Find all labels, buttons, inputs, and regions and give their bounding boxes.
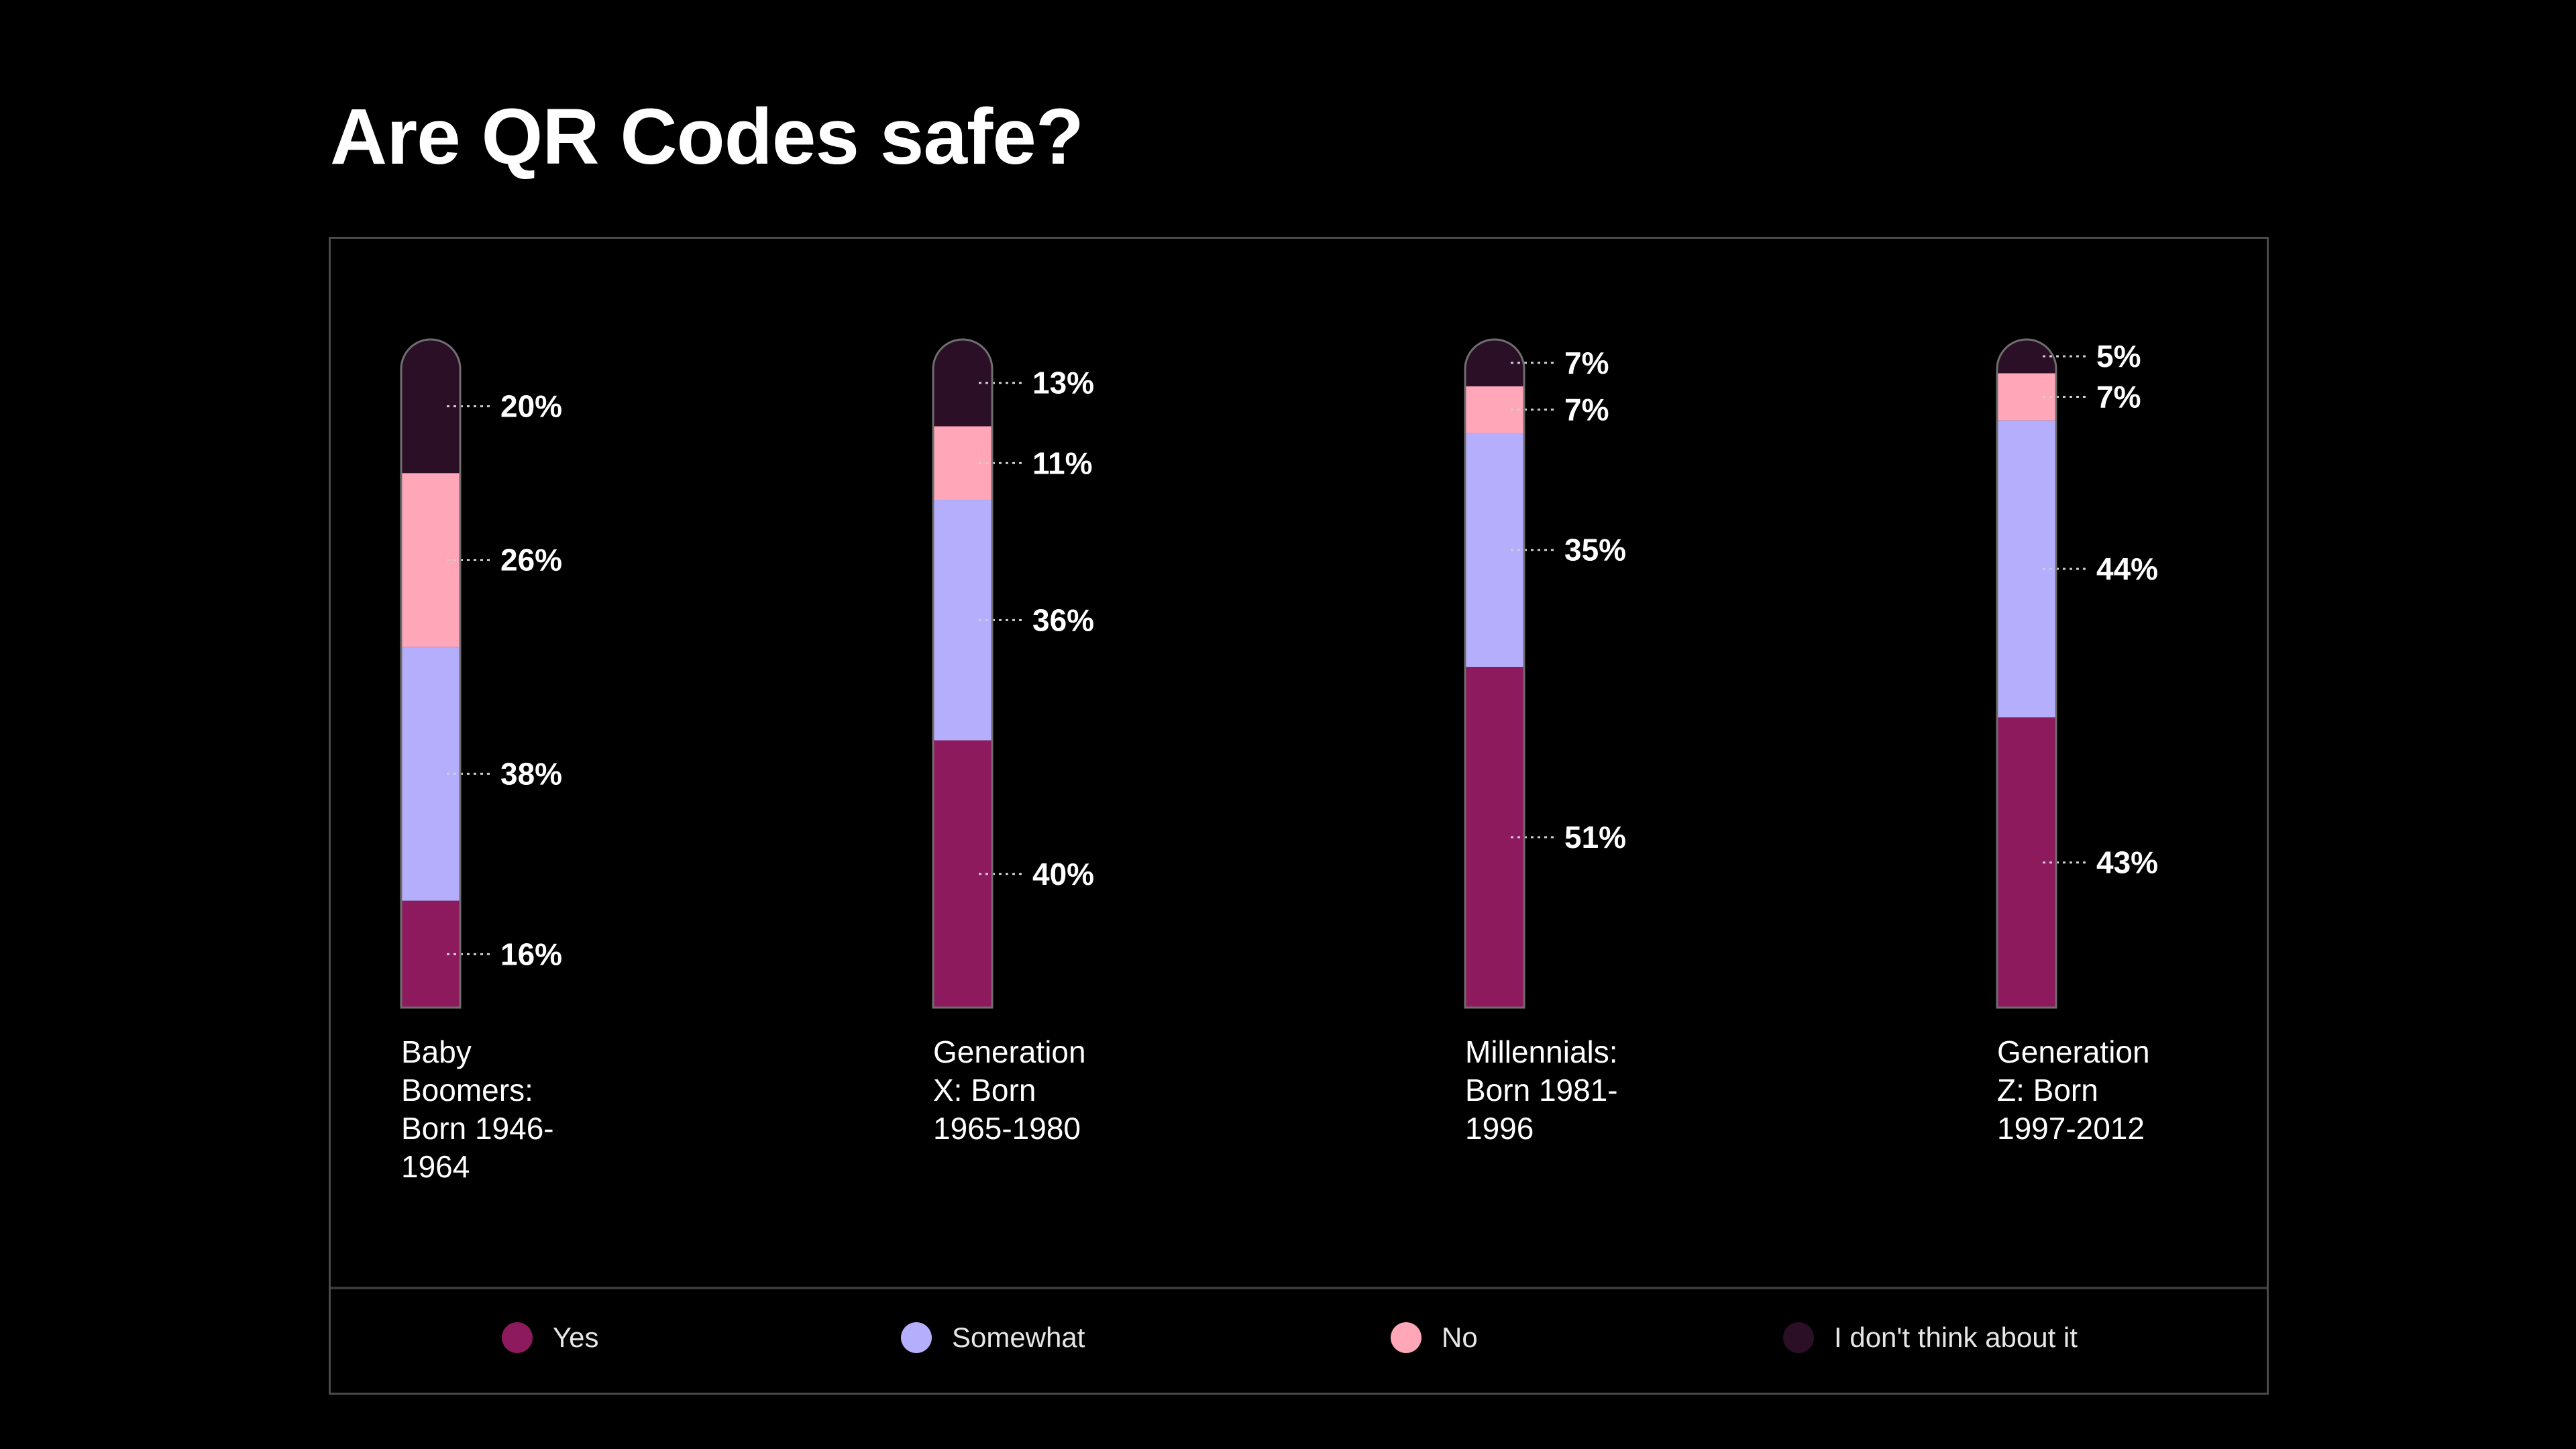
- legend-item-i-don-t-think-about-it: I don't think about it: [1783, 1322, 2078, 1354]
- chart-panel: 16% 38% 26% 20% Baby Boomers: Born 1946-1964 40…: [329, 237, 2269, 1395]
- value-label: 5%: [2096, 339, 2141, 374]
- category-label-line: 1996: [1465, 1111, 1534, 1146]
- legend-item-yes: Yes: [502, 1322, 599, 1354]
- value-label: 20%: [500, 389, 562, 424]
- bar-segment-yes: [933, 740, 992, 1008]
- bar-segment-i-don-t-think-about-it: [401, 339, 460, 474]
- legend-swatch: [502, 1322, 533, 1353]
- category-label-line: Boomers:: [401, 1073, 533, 1108]
- legend-swatch: [901, 1322, 932, 1353]
- legend-item-no: No: [1391, 1322, 1478, 1354]
- bar-outline: [1464, 338, 1525, 1009]
- category-label-line: Generation: [1997, 1034, 2150, 1069]
- bar-segment-yes: [401, 900, 460, 1008]
- bar-outline: [400, 338, 462, 1009]
- value-label: 36%: [1032, 602, 1094, 637]
- stacked-bar-1: [933, 339, 992, 1008]
- value-label: 35%: [1564, 533, 1626, 568]
- value-label: 51%: [1564, 820, 1626, 855]
- bar-segment-somewhat: [933, 500, 992, 741]
- bar-segment-i-don-t-think-about-it: [1997, 339, 2056, 374]
- value-label: 7%: [2096, 380, 2141, 415]
- bar-segment-somewhat: [401, 647, 460, 901]
- bar-segment-no: [933, 426, 992, 500]
- category-label-line: Z: Born: [1997, 1073, 2098, 1108]
- category-label-line: 1997-2012: [1997, 1111, 2145, 1146]
- value-label: 16%: [500, 936, 562, 971]
- bar-segment-yes: [1997, 717, 2056, 1008]
- value-label: 43%: [2096, 845, 2158, 880]
- bar-outline: [1996, 338, 2057, 1009]
- category-label-line: X: Born: [933, 1073, 1036, 1108]
- category-label: Baby Boomers: Born 1946-1964: [401, 1034, 554, 1184]
- legend-label: Somewhat: [952, 1322, 1085, 1353]
- stacked-bar-0: [401, 339, 460, 1008]
- bar-segment-no: [1997, 373, 2056, 421]
- bar-segment-i-don-t-think-about-it: [1465, 339, 1524, 386]
- bar-outline: [932, 338, 994, 1009]
- value-label: 26%: [500, 543, 562, 578]
- value-label: 38%: [500, 756, 562, 791]
- value-label: 44%: [2096, 551, 2158, 586]
- value-label: 13%: [1032, 366, 1094, 400]
- value-label: 7%: [1564, 392, 1609, 427]
- category-label-line: Baby: [401, 1034, 472, 1069]
- category-label-line: Millennials:: [1465, 1034, 1618, 1069]
- bar-segment-i-don-t-think-about-it: [933, 339, 992, 427]
- bar-segment-somewhat: [1465, 433, 1524, 667]
- chart-legend: Yes Somewhat No I don't think about it: [331, 1287, 2267, 1393]
- bar-segment-yes: [1465, 667, 1524, 1008]
- stacked-bar-2: [1465, 339, 1524, 1008]
- category-label: Generation X: Born 1965-1980: [933, 1034, 1086, 1146]
- bar-segment-no: [1465, 386, 1524, 433]
- legend-item-somewhat: Somewhat: [901, 1322, 1085, 1354]
- category-label: Millennials: Born 1981-1996: [1465, 1034, 1618, 1146]
- category-label-line: 1964: [401, 1149, 470, 1184]
- value-label: 7%: [1564, 345, 1609, 380]
- category-label: Generation Z: Born 1997-2012: [1997, 1034, 2150, 1146]
- stacked-bar-chart: 16% 38% 26% 20% Baby Boomers: Born 1946-1964 40…: [400, 338, 2158, 1184]
- bar-segment-no: [401, 473, 460, 647]
- category-label-line: 1965-1980: [933, 1111, 1081, 1146]
- category-label-line: Born 1946-: [401, 1111, 554, 1146]
- bar-segment-somewhat: [1997, 420, 2056, 718]
- value-label: 11%: [1032, 445, 1093, 480]
- legend-label: Yes: [553, 1322, 599, 1353]
- value-label: 40%: [1032, 857, 1094, 892]
- legend-swatch: [1783, 1322, 1814, 1353]
- category-label-line: Born 1981-: [1465, 1073, 1618, 1108]
- legend-label: No: [1442, 1322, 1478, 1353]
- legend-swatch: [1391, 1322, 1421, 1353]
- legend-label: I don't think about it: [1834, 1322, 2078, 1353]
- chart-title: Are QR Codes safe?: [330, 93, 1084, 181]
- category-label-line: Generation: [933, 1034, 1086, 1069]
- stacked-bar-3: [1997, 339, 2056, 1008]
